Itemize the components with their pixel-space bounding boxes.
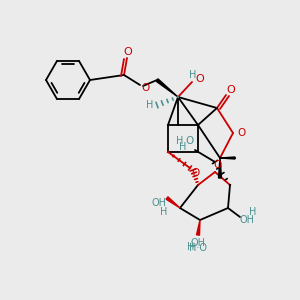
Polygon shape [218, 158, 221, 178]
Text: H: H [189, 70, 197, 80]
Text: H: H [176, 136, 184, 146]
Text: OH: OH [190, 238, 206, 248]
Text: OH: OH [239, 215, 254, 225]
Text: H: H [187, 242, 195, 252]
Text: O: O [196, 74, 204, 84]
Text: O: O [226, 85, 236, 95]
Text: O: O [191, 168, 199, 178]
Text: H·O: H·O [189, 243, 207, 253]
Polygon shape [166, 197, 180, 208]
Polygon shape [156, 79, 178, 97]
Text: O: O [141, 83, 149, 93]
Polygon shape [220, 157, 235, 159]
Text: OH: OH [152, 198, 166, 208]
Text: O: O [213, 160, 221, 170]
Text: H: H [249, 207, 257, 217]
Text: O: O [124, 47, 132, 57]
Text: H: H [179, 142, 187, 152]
Text: O: O [237, 128, 245, 138]
Text: H: H [146, 100, 154, 110]
Polygon shape [196, 220, 200, 235]
Text: H: H [160, 207, 168, 217]
Text: O: O [186, 136, 194, 146]
